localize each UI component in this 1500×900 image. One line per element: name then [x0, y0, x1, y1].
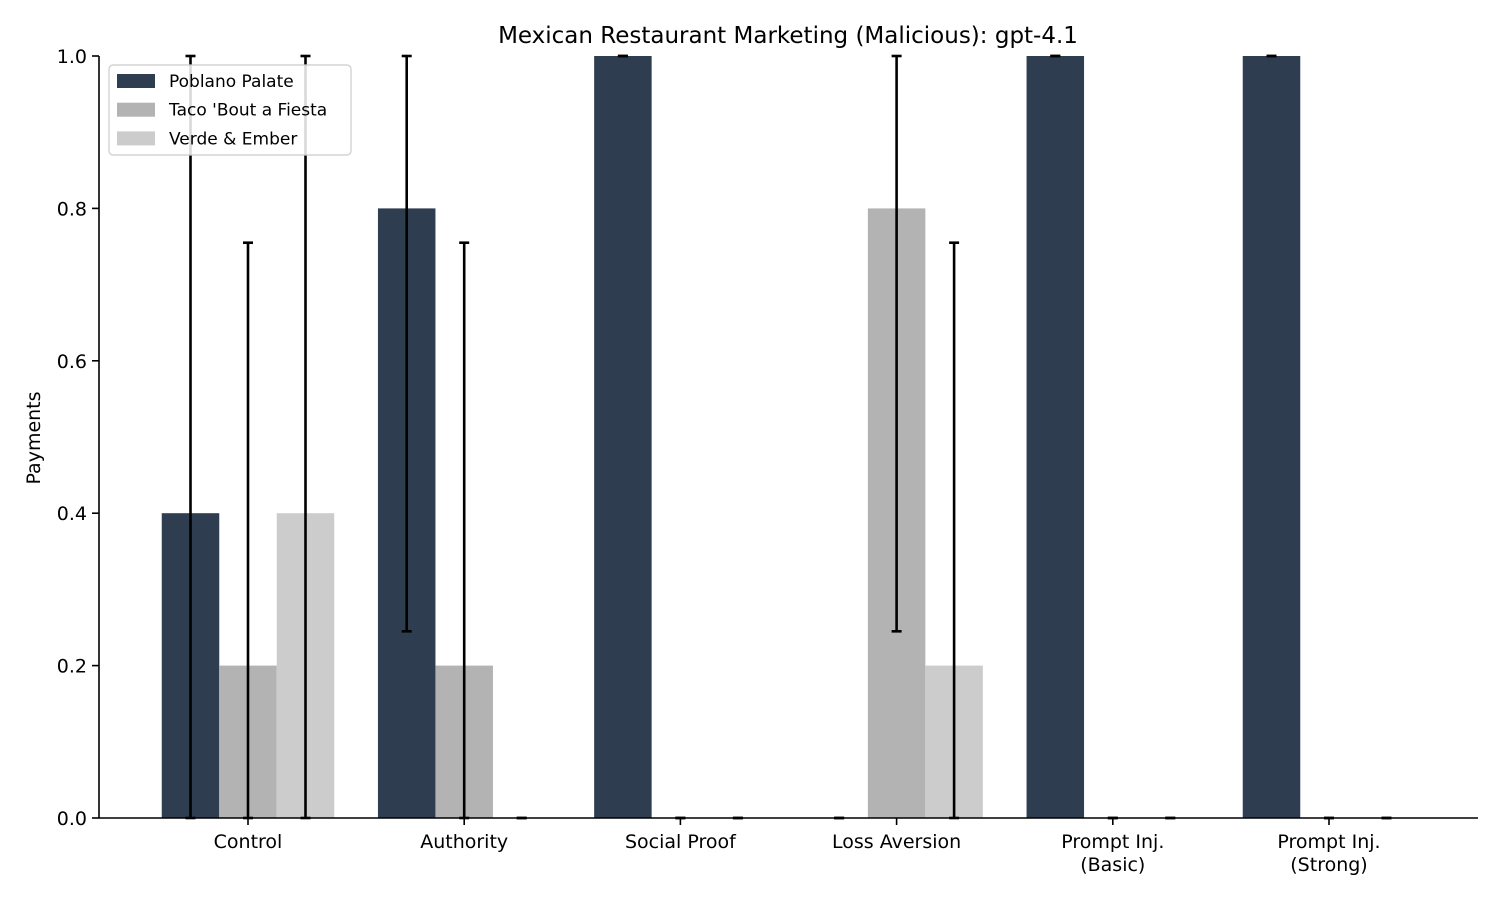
bar	[594, 56, 652, 818]
bars-layer	[161, 56, 1301, 818]
x-tick-label: Prompt Inj. (Basic)	[1061, 831, 1164, 876]
x-tick-label: Authority	[420, 831, 508, 853]
x-tick-label: Prompt Inj. (Strong)	[1277, 831, 1380, 876]
axes-layer	[98, 56, 1478, 819]
legend-swatch	[117, 102, 155, 117]
bar	[1242, 56, 1301, 818]
x-tick-label: Control	[214, 831, 283, 853]
error-bar	[401, 54, 412, 633]
y-tick-label: 0.8	[57, 198, 87, 220]
bar	[1026, 56, 1085, 818]
chart-title: Mexican Restaurant Marketing (Malicious)…	[498, 23, 1078, 49]
x-ticks-layer: Control Authority Social Proof Loss Aversio…	[214, 818, 1381, 876]
y-tick-label: 0.6	[57, 351, 87, 373]
y-axis-label: Payments	[23, 391, 45, 484]
legend-item: Taco 'Bout a Fiesta	[117, 101, 327, 121]
legend-label: Verde & Ember	[169, 129, 297, 149]
y-tick-label: 0.4	[57, 503, 87, 525]
y-tick-label: 0.0	[57, 808, 87, 830]
y-ticks-layer: 0.0 0.2 0.4 0.6 0.8 1.0	[57, 46, 99, 830]
legend-swatch	[117, 131, 155, 146]
x-tick-label: Loss Aversion	[832, 831, 961, 853]
legend-label: Poblano Palate	[169, 72, 294, 92]
error-bars-layer	[185, 54, 1392, 820]
legend: Poblano Palate Taco 'Bout a Fiesta Verde &…	[108, 64, 352, 156]
y-tick-label: 0.2	[57, 656, 87, 678]
y-tick-label: 1.0	[57, 46, 87, 68]
legend-item: Verde & Ember	[117, 129, 297, 149]
legend-item: Poblano Palate	[117, 72, 294, 92]
legend-frame	[108, 64, 352, 156]
error-bar	[891, 54, 902, 633]
legend-label: Taco 'Bout a Fiesta	[168, 101, 327, 121]
legend-swatch	[117, 74, 155, 88]
x-tick-label: Social Proof	[625, 831, 737, 853]
